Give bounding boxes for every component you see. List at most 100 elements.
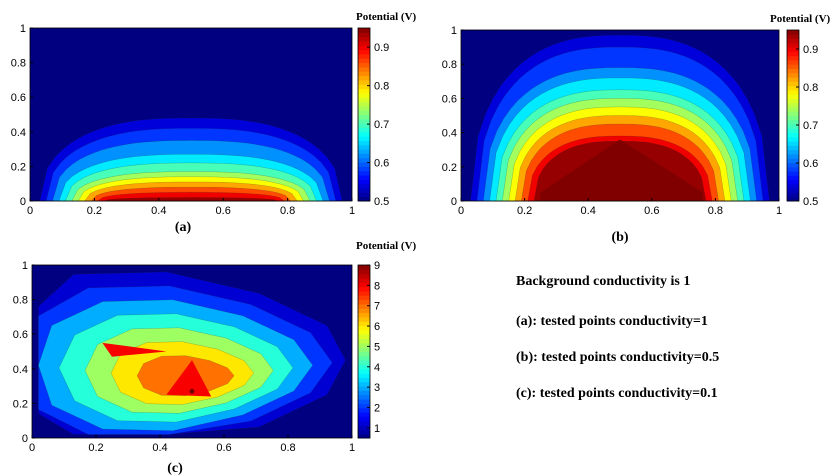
colorbar-segment bbox=[787, 162, 799, 168]
note-b: (b): tested points conductivity=0.5 bbox=[516, 350, 720, 365]
colorbar-segment bbox=[358, 97, 370, 103]
colorbar-tick-label: 0.8 bbox=[803, 82, 818, 94]
colorbar-segment bbox=[358, 420, 370, 426]
colorbar-segment bbox=[358, 334, 370, 340]
x-tick-label: 0.8 bbox=[280, 442, 295, 454]
y-tick-label: 0.2 bbox=[13, 398, 28, 410]
x-tick-label: 1 bbox=[776, 205, 782, 217]
colorbar-segment bbox=[358, 316, 370, 322]
plot-frame bbox=[29, 27, 353, 202]
y-tick-label: 0 bbox=[22, 433, 28, 445]
colorbar-segment bbox=[787, 47, 799, 52]
colorbar-segment bbox=[358, 381, 370, 387]
colorbar-segment bbox=[787, 179, 799, 185]
colorbar-title: Potential (V) bbox=[356, 240, 417, 252]
colorbar-segment bbox=[358, 308, 370, 314]
colorbar-segment bbox=[358, 140, 370, 146]
colorbar-segment bbox=[358, 62, 370, 68]
colorbar-segment bbox=[358, 329, 370, 335]
colorbar-segment bbox=[358, 166, 370, 172]
y-tick-label: 0.8 bbox=[13, 295, 28, 307]
y-tick-label: 0 bbox=[451, 196, 457, 208]
colorbar-segment bbox=[358, 36, 370, 42]
peak-point bbox=[189, 388, 195, 394]
colorbar-segment bbox=[358, 114, 370, 120]
colorbar-segment bbox=[787, 30, 799, 35]
y-tick-label: 0.2 bbox=[11, 161, 26, 173]
colorbar-segment bbox=[358, 286, 370, 292]
colorbar-segment bbox=[358, 338, 370, 344]
y-tick-label: 0 bbox=[20, 196, 26, 208]
colorbar-segment bbox=[358, 433, 370, 439]
colorbar-segment bbox=[358, 325, 370, 331]
y-tick-label: 0.8 bbox=[442, 59, 457, 71]
colorbar-segment bbox=[358, 412, 370, 417]
x-tick-label: 1 bbox=[349, 442, 355, 454]
colorbar-segment bbox=[787, 128, 799, 134]
colorbar-segment bbox=[787, 171, 799, 176]
colorbar-segment bbox=[787, 98, 799, 104]
colorbar-segment bbox=[358, 144, 370, 150]
colorbar-segment bbox=[787, 158, 799, 164]
colorbar-segment bbox=[787, 132, 799, 138]
x-tick-label: 0.2 bbox=[87, 205, 102, 217]
colorbar-segment bbox=[358, 312, 370, 318]
colorbar-segment bbox=[358, 162, 370, 167]
colorbar-tick-label: 0.6 bbox=[803, 158, 818, 170]
colorbar-segment bbox=[787, 38, 799, 44]
colorbar-segment bbox=[358, 84, 370, 90]
colorbar-segment bbox=[358, 118, 370, 124]
y-tick-label: 0.8 bbox=[11, 58, 26, 70]
y-tick-label: 0.6 bbox=[442, 93, 457, 105]
colorbar-segment bbox=[787, 119, 799, 125]
colorbar-tick-label: 2 bbox=[374, 402, 380, 414]
colorbar-segment bbox=[787, 145, 799, 151]
colorbar-tick-label: 0.5 bbox=[803, 196, 818, 208]
colorbar-segment bbox=[358, 53, 370, 59]
colorbar-segment bbox=[358, 429, 370, 435]
colorbar-tick-label: 5 bbox=[374, 341, 380, 353]
colorbar-segment bbox=[358, 399, 370, 404]
y-tick-label: 0.4 bbox=[442, 128, 457, 140]
note-c: (c): tested points conductivity=0.1 bbox=[516, 386, 718, 401]
colorbar-segment bbox=[787, 89, 799, 95]
x-tick-label: 0 bbox=[29, 442, 35, 454]
colorbar-segment bbox=[358, 377, 370, 383]
colorbar-segment bbox=[358, 75, 370, 81]
colorbar-tick-label: 0.9 bbox=[803, 44, 818, 56]
colorbar-tick-label: 4 bbox=[374, 362, 380, 374]
colorbar: 1 2 3 4 5 6 7 8 9 Potential (V) bbox=[356, 240, 417, 439]
y-tick-label: 1 bbox=[451, 25, 457, 37]
hotspot-center bbox=[166, 360, 212, 397]
x-tick-label: 0.8 bbox=[708, 205, 723, 217]
colorbar-segment bbox=[358, 71, 370, 77]
colorbar-frame bbox=[357, 264, 371, 439]
panel-caption: (a) bbox=[175, 220, 192, 235]
colorbar-tick-label: 3 bbox=[374, 382, 380, 394]
colorbar-tick-label: 7 bbox=[374, 301, 380, 313]
x-tick-label: 0.8 bbox=[280, 205, 295, 217]
colorbar-tick-label: 6 bbox=[374, 321, 380, 333]
colorbar-segment bbox=[358, 136, 370, 141]
colorbar-segment bbox=[787, 136, 799, 142]
colorbar-segment bbox=[787, 59, 799, 65]
plot-frame bbox=[460, 29, 780, 202]
colorbar-segment bbox=[358, 277, 370, 283]
colorbar-segment bbox=[358, 45, 370, 51]
x-tick-label: 0.6 bbox=[216, 442, 231, 454]
colorbar-frame bbox=[786, 29, 800, 202]
colorbar-segment bbox=[358, 127, 370, 133]
colorbar-tick-label: 1 bbox=[374, 423, 380, 435]
colorbar-segment bbox=[787, 166, 799, 172]
colorbar-segment bbox=[358, 170, 370, 176]
x-tick-label: 0 bbox=[27, 205, 33, 217]
colorbar-title: Potential (V) bbox=[770, 13, 831, 25]
x-tick-label: 1 bbox=[349, 205, 355, 217]
colorbar-title: Potential (V) bbox=[356, 11, 417, 23]
colorbar-segment bbox=[358, 347, 370, 352]
colorbar-segment bbox=[358, 188, 370, 193]
colorbar-segment bbox=[358, 425, 370, 430]
colorbar-segment bbox=[358, 364, 370, 370]
x-tick-label: 0.4 bbox=[151, 205, 166, 217]
colorbar-tick-label: 0.7 bbox=[374, 119, 389, 131]
